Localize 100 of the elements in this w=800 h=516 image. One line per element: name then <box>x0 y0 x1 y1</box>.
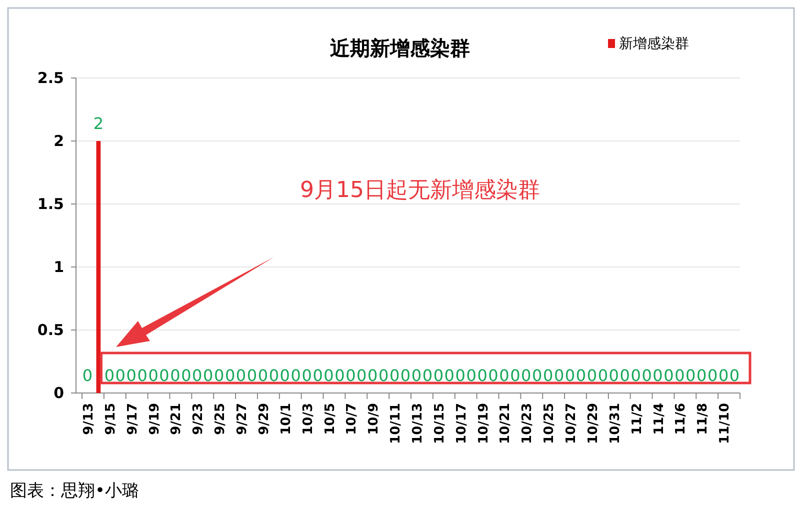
data-label: 0 <box>148 366 158 385</box>
data-label: 0 <box>236 366 246 385</box>
data-label: 0 <box>598 366 608 385</box>
x-tick-label: 10/17 <box>454 403 470 444</box>
data-label: 0 <box>246 366 258 385</box>
annotation: 9月15日起无新增感染群 <box>300 178 540 203</box>
data-label: 0 <box>477 366 488 385</box>
x-tick-label: 10/3 <box>300 403 316 435</box>
data-label: 0 <box>268 366 280 385</box>
data-label: 0 <box>104 366 115 385</box>
x-tick-label: 10/7 <box>344 403 360 435</box>
data-label: 0 <box>707 366 718 385</box>
x-tick-label: 11/2 <box>630 403 645 435</box>
data-label: 0 <box>466 366 476 385</box>
data-label: 0 <box>455 366 466 385</box>
data-label: 2 <box>93 114 104 133</box>
x-tick-label: 10/13 <box>410 403 426 444</box>
y-tick-label: 1 <box>54 258 64 276</box>
data-label: 0 <box>280 366 290 385</box>
data-label: 0 <box>192 366 202 385</box>
data-label: 0 <box>334 366 345 385</box>
x-tick-label: 10/1 <box>278 403 294 435</box>
y-tick-label: 0.5 <box>37 321 64 339</box>
x-tick-label: 9/29 <box>256 403 272 435</box>
x-tick-label: 9/27 <box>235 403 250 435</box>
x-tick-label: 11/8 <box>696 403 711 435</box>
data-label: 0 <box>652 366 663 385</box>
data-label: 0 <box>181 366 192 385</box>
data-label: 0 <box>664 366 674 385</box>
data-label: 0 <box>290 366 301 385</box>
x-tick-label: 10/29 <box>586 403 601 444</box>
chart-title: 近期新增感染群 <box>329 36 470 60</box>
data-label: 0 <box>642 366 652 385</box>
data-label: 0 <box>203 366 214 385</box>
x-tick-label: 10/9 <box>366 403 382 435</box>
data-label: 0 <box>400 366 411 385</box>
y-tick-label: 1.5 <box>37 195 64 213</box>
x-tick-label: 10/27 <box>564 403 580 444</box>
data-label: 0 <box>82 366 93 385</box>
x-tick-label: 9/25 <box>213 403 228 435</box>
x-tick-label: 9/19 <box>147 403 162 435</box>
data-label: 0 <box>554 366 564 385</box>
data-label: 0 <box>564 366 576 385</box>
x-tick-label: 9/23 <box>191 403 206 435</box>
data-label: 0 <box>411 366 422 385</box>
data-label: 0 <box>159 366 170 385</box>
data-label: 0 <box>542 366 554 385</box>
data-label: 0 <box>258 366 268 385</box>
data-label: 0 <box>356 366 367 385</box>
data-label: 0 <box>608 366 619 385</box>
data-label: 0 <box>444 366 454 385</box>
data-label: 0 <box>346 366 356 385</box>
data-label: 0 <box>686 366 696 385</box>
data-label: 0 <box>302 366 312 385</box>
data-label: 0 <box>630 366 641 385</box>
data-label: 0 <box>324 366 334 385</box>
data-label: 0 <box>422 366 433 385</box>
x-tick-label: 11/4 <box>652 403 667 435</box>
data-label: 0 <box>378 366 389 385</box>
data-label: 0 <box>389 366 400 385</box>
x-tick-label: 10/5 <box>322 403 338 435</box>
x-tick-label: 9/21 <box>169 403 184 435</box>
text: 图表：思翔•小璐 <box>10 481 140 501</box>
x-tick-label: 9/17 <box>125 403 140 435</box>
legend-label: 新增感染群 <box>619 36 689 52</box>
x-tick-label: 10/15 <box>432 403 448 444</box>
data-label: 0 <box>510 366 520 385</box>
data-label: 0 <box>214 366 224 385</box>
data-label: 0 <box>586 366 598 385</box>
data-label: 0 <box>115 366 126 385</box>
data-label: 0 <box>576 366 586 385</box>
x-tick-label: 9/15 <box>103 403 118 435</box>
x-tick-label: 10/31 <box>608 403 623 444</box>
x-tick-label: 10/25 <box>542 403 558 444</box>
data-label: 0 <box>224 366 236 385</box>
data-label: 0 <box>368 366 378 385</box>
data-label: 0 <box>718 366 729 385</box>
data-label: 0 <box>499 366 510 385</box>
x-tick-label: 10/19 <box>476 403 492 444</box>
data-label: 0 <box>729 366 740 385</box>
data-label: 0 <box>620 366 630 385</box>
data-label: 0 <box>674 366 685 385</box>
y-tick-label: 0 <box>54 384 64 402</box>
x-tick-label: 10/11 <box>388 403 404 444</box>
x-tick-label: 11/10 <box>718 403 733 444</box>
x-tick-label: 11/6 <box>674 403 689 435</box>
data-label: 0 <box>312 366 323 385</box>
x-tick-label: 10/21 <box>498 403 514 444</box>
data-label: 0 <box>532 366 542 385</box>
data-label: 0 <box>696 366 707 385</box>
data-label: 0 <box>170 366 180 385</box>
data-label: 0 <box>126 366 136 385</box>
data-label: 0 <box>137 366 148 385</box>
y-tick-label: 2 <box>54 132 64 150</box>
y-tick-label: 2.5 <box>37 69 64 87</box>
x-tick-label: 9/13 <box>81 403 96 435</box>
data-label: 0 <box>488 366 498 385</box>
data-label: 0 <box>433 366 444 385</box>
x-tick-label: 10/23 <box>520 403 536 444</box>
data-label: 0 <box>521 366 532 385</box>
